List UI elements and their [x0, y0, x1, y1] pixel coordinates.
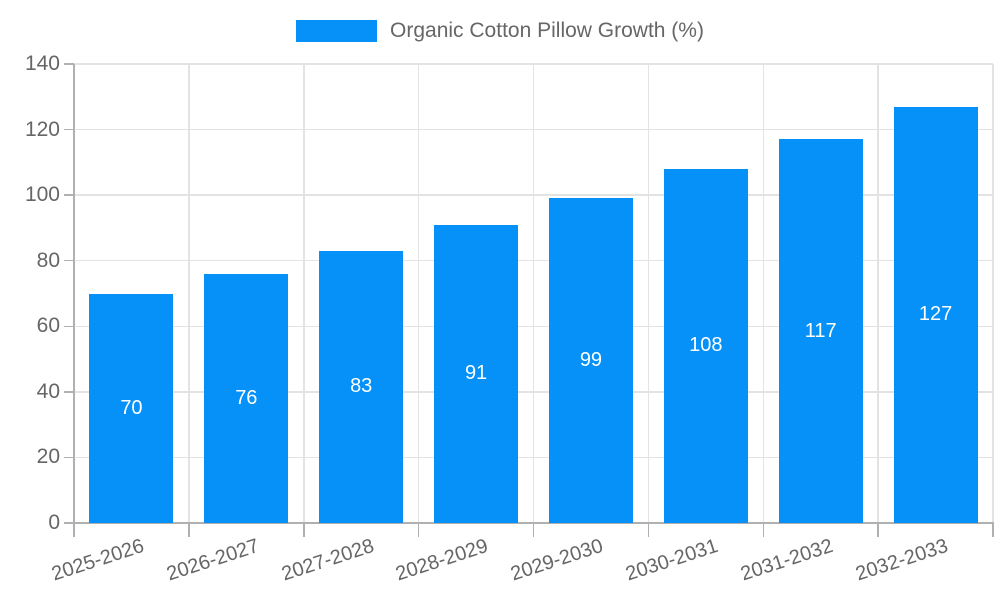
y-tick-label: 120	[24, 117, 60, 141]
bar[interactable]: 70	[89, 293, 174, 523]
bar[interactable]: 99	[548, 198, 633, 523]
gridline-vertical	[188, 64, 190, 523]
y-tick-label: 80	[36, 248, 60, 272]
legend-item[interactable]: Organic Cotton Pillow Growth (%)	[0, 17, 1000, 45]
bar-value-label: 70	[120, 396, 143, 419]
x-tick-label: 2031-2032	[738, 534, 836, 586]
x-tick-label: 2028-2029	[393, 534, 492, 586]
x-axis-tick	[877, 523, 879, 537]
bar[interactable]: 127	[893, 106, 978, 523]
y-tick-label: 0	[48, 511, 60, 534]
gridline-vertical	[303, 64, 305, 523]
x-axis-tick	[188, 523, 190, 537]
gridline-vertical	[877, 64, 879, 523]
bar[interactable]: 117	[778, 139, 863, 523]
x-axis-tick	[73, 523, 75, 537]
y-axis-tick	[64, 63, 74, 65]
bar[interactable]: 91	[434, 224, 519, 523]
x-tick-label: 2032-2033	[852, 534, 951, 586]
bar-value-label: 99	[579, 349, 603, 372]
y-axis-tick	[64, 325, 74, 328]
y-tick-label: 20	[36, 445, 60, 469]
y-tick-label: 100	[24, 183, 60, 207]
y-tick-label: 140	[24, 52, 60, 75]
bar-value-label: 91	[464, 362, 488, 385]
bar-value-label: 117	[804, 319, 837, 342]
legend-label: Organic Cotton Pillow Growth (%)	[390, 19, 704, 42]
bar[interactable]: 108	[663, 168, 748, 523]
y-tick-label: 40	[36, 379, 60, 403]
bar-value-label: 127	[918, 303, 953, 326]
y-axis-tick	[64, 391, 74, 393]
y-tick-label: 60	[36, 314, 60, 338]
x-axis-line	[73, 522, 994, 524]
gridline-vertical	[647, 64, 650, 523]
x-axis-tick	[532, 523, 535, 537]
x-axis-tick	[417, 523, 420, 537]
gridline-vertical	[992, 64, 994, 523]
x-tick-label: 2027-2028	[278, 534, 377, 586]
x-tick-label: 2025-2026	[48, 534, 147, 586]
legend-swatch	[296, 20, 378, 42]
y-axis-tick	[64, 522, 74, 524]
y-axis-tick	[64, 128, 74, 131]
bar-value-label: 83	[350, 375, 373, 398]
x-axis-tick	[762, 523, 764, 537]
bar[interactable]: 76	[204, 273, 289, 523]
y-axis-line	[73, 64, 75, 523]
x-axis-tick	[992, 523, 994, 537]
y-axis-tick	[64, 456, 74, 459]
bar-value-label: 76	[235, 386, 258, 409]
x-axis-tick	[647, 523, 650, 537]
bar-value-label: 108	[689, 334, 723, 357]
gridline-vertical	[532, 64, 535, 523]
y-axis-tick	[64, 259, 74, 262]
y-axis-tick	[64, 194, 74, 196]
gridline-vertical	[762, 64, 764, 523]
x-tick-label: 2030-2031	[623, 534, 721, 586]
x-axis-tick	[303, 523, 305, 537]
gridline-vertical	[417, 64, 420, 523]
x-tick-label: 2029-2030	[508, 534, 607, 586]
bar[interactable]: 83	[319, 250, 404, 523]
x-tick-label: 2026-2027	[163, 534, 262, 586]
